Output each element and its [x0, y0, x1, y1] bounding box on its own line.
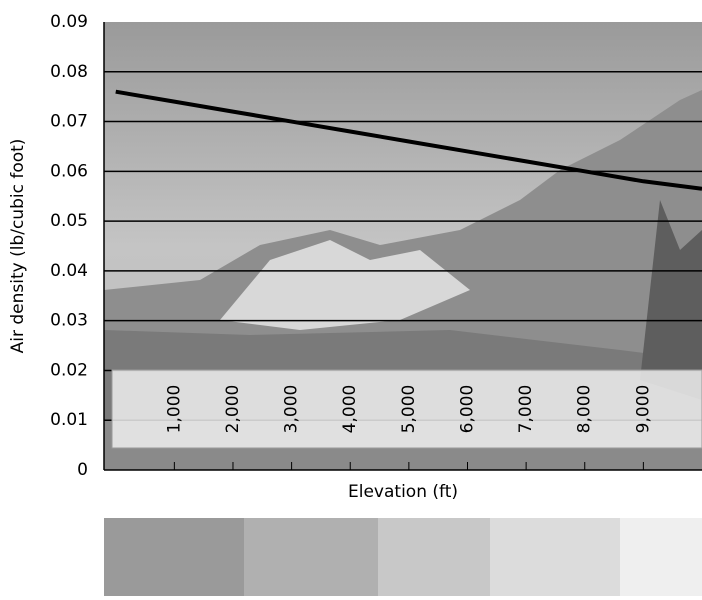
x-tick-label: 7,000 [516, 385, 536, 434]
x-tick-label: 2,000 [223, 385, 243, 434]
y-tick-label: 0.05 [50, 211, 88, 231]
y-axis-label: Air density (lb/cubic foot) [8, 139, 28, 354]
y-tick-label: 0.01 [50, 410, 88, 430]
x-axis-label: Elevation (ft) [348, 482, 458, 502]
x-tick-label: 8,000 [575, 385, 595, 434]
strip [620, 518, 702, 596]
x-tick-label: 9,000 [633, 385, 653, 434]
x-tick-label: 3,000 [282, 385, 302, 434]
strip [244, 518, 378, 596]
y-tick-label: 0.07 [50, 112, 88, 132]
y-tick-label: 0.08 [50, 62, 88, 82]
strip [378, 518, 490, 596]
chart: Air density (lb/cubic foot) Elevation (f… [0, 0, 702, 596]
y-tick-label: 0.02 [50, 360, 88, 380]
y-tick-label: 0.09 [50, 12, 88, 32]
y-tick-label: 0.06 [50, 161, 88, 181]
x-tick-label: 6,000 [457, 385, 477, 434]
strip [104, 518, 244, 596]
x-tick-label: 5,000 [399, 385, 419, 434]
y-tick-label: 0.04 [50, 261, 88, 281]
x-tick-label: 1,000 [164, 385, 184, 434]
x-tick-label: 4,000 [340, 385, 360, 434]
strip [490, 518, 620, 596]
y-tick-label: 0.03 [50, 311, 88, 331]
y-tick-label: 0 [77, 460, 88, 480]
